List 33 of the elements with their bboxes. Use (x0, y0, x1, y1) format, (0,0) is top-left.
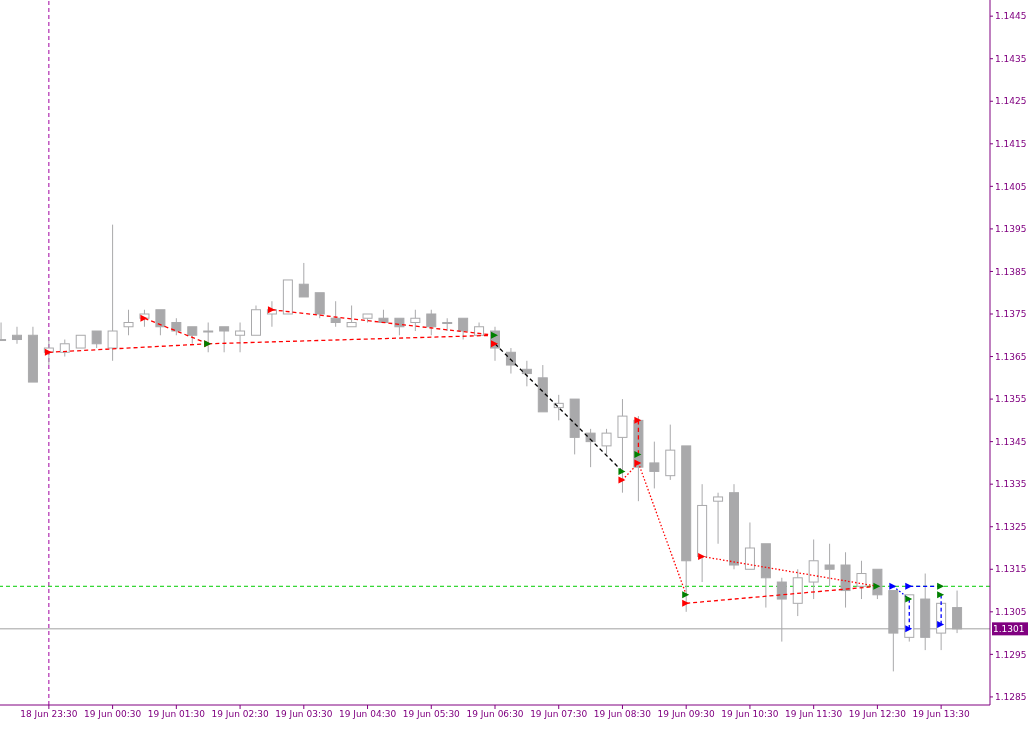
x-tick-label: 19 Jun 06:30 (466, 709, 524, 720)
y-tick-label: 1.1385 (995, 266, 1027, 277)
y-tick-label: 1.1355 (995, 394, 1027, 405)
y-tick-label: 1.1335 (995, 479, 1027, 490)
y-tick-label: 1.1425 (995, 96, 1027, 107)
x-tick-label: 19 Jun 13:30 (912, 709, 970, 720)
y-tick-label: 1.1435 (995, 53, 1027, 64)
x-tick-label: 19 Jun 05:30 (402, 709, 461, 720)
x-tick-label: 19 Jun 04:30 (338, 709, 397, 720)
y-tick-label: 1.1395 (995, 224, 1027, 235)
x-tick-label: 19 Jun 12:30 (848, 709, 907, 720)
x-tick-label: 19 Jun 10:30 (721, 709, 779, 720)
y-tick-label: 1.1405 (995, 181, 1027, 192)
y-tick-label: 1.1305 (995, 607, 1027, 618)
x-tick-label: 19 Jun 08:30 (593, 709, 652, 720)
x-tick-label: 19 Jun 09:30 (657, 709, 716, 720)
x-tick-label: 19 Jun 11:30 (785, 709, 843, 720)
y-tick-label: 1.1295 (995, 649, 1027, 660)
y-tick-label: 1.1285 (995, 692, 1027, 703)
x-tick-label: 19 Jun 01:30 (147, 709, 206, 720)
y-tick-label: 1.1375 (995, 309, 1027, 320)
x-tick-label: 19 Jun 07:30 (530, 709, 588, 720)
y-tick-label: 1.1415 (995, 139, 1027, 149)
y-tick-label: 1.1325 (995, 521, 1027, 532)
x-tick-label: 18 Jun 23:30 (20, 709, 78, 720)
x-tick-label: 19 Jun 00:30 (84, 709, 142, 720)
x-tick-label: 19 Jun 03:30 (275, 709, 333, 720)
y-tick-label: 1.1345 (995, 436, 1027, 447)
ref-line-label: 1.1301 (993, 624, 1025, 635)
x-tick-label: 19 Jun 02:30 (211, 709, 269, 720)
y-tick-label: 1.1315 (995, 564, 1027, 575)
y-tick-label: 1.1365 (995, 351, 1027, 362)
y-tick-label: 1.1445 (995, 11, 1027, 22)
